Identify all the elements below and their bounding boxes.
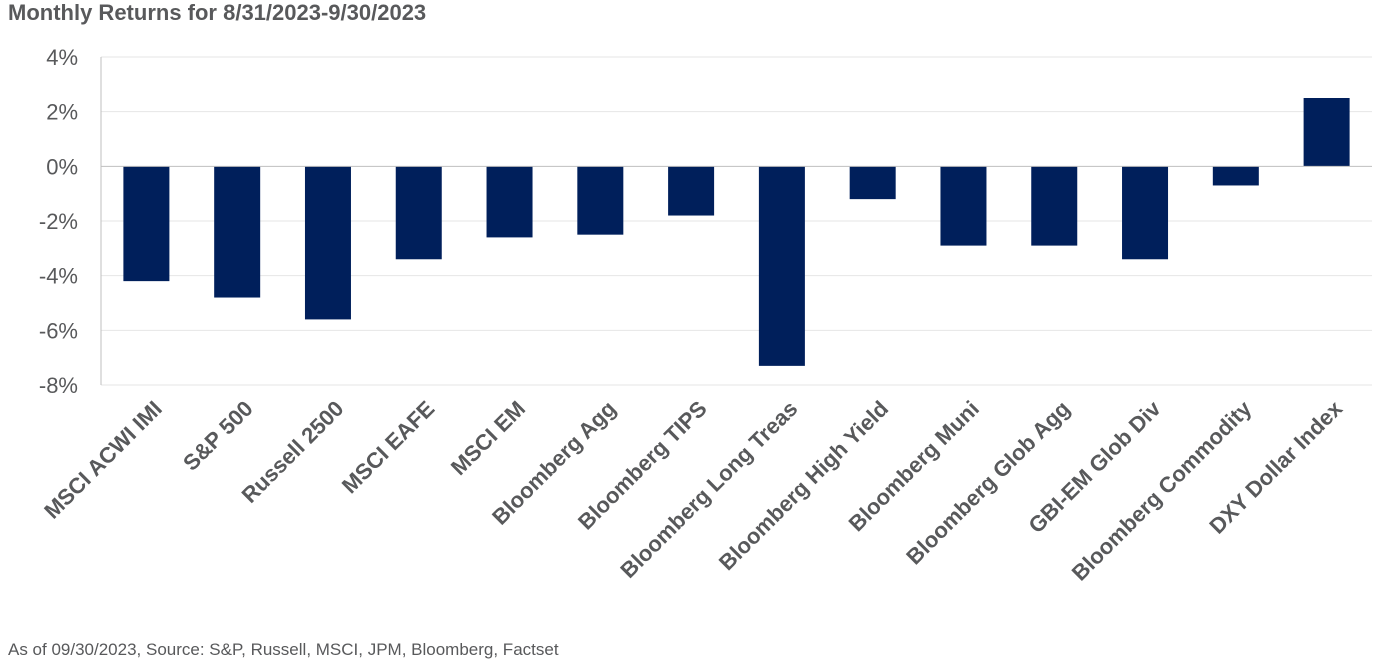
bar xyxy=(1122,166,1169,260)
y-tick-label: -2% xyxy=(39,209,78,234)
bar xyxy=(486,166,533,238)
bar xyxy=(1031,166,1078,246)
y-axis-ticks: 4% 2% 0% -2% -4% -6% -8% xyxy=(39,45,78,398)
bar xyxy=(940,166,987,246)
x-tick-label: Bloomberg Glob Agg xyxy=(901,396,1075,570)
bar xyxy=(668,166,715,216)
y-tick-label: -6% xyxy=(39,318,78,343)
bar xyxy=(849,166,896,200)
bar xyxy=(214,166,261,298)
chart-title: Monthly Returns for 8/31/2023-9/30/2023 xyxy=(8,0,427,25)
x-tick-label: S&P 500 xyxy=(178,396,258,476)
y-tick-label: -8% xyxy=(39,373,78,398)
x-tick-label: Bloomberg Commodity xyxy=(1067,395,1257,585)
source-footnote: As of 09/30/2023, Source: S&P, Russell, … xyxy=(8,640,559,659)
bar xyxy=(395,166,442,260)
y-tick-label: 0% xyxy=(46,154,78,179)
bar xyxy=(123,166,170,282)
gridlines xyxy=(101,56,1372,386)
bars xyxy=(123,98,1350,366)
axes xyxy=(100,57,1372,385)
bar xyxy=(1212,166,1259,186)
x-tick-label: MSCI EM xyxy=(446,396,530,480)
bar xyxy=(1303,98,1350,167)
bar xyxy=(304,166,351,320)
y-tick-label: 4% xyxy=(46,45,78,70)
bar xyxy=(758,166,805,366)
bar xyxy=(577,166,624,235)
x-tick-label: Bloomberg Long Treas xyxy=(615,396,802,583)
x-tick-label: MSCI ACWI IMI xyxy=(39,396,167,524)
x-tick-label: Bloomberg High Yield xyxy=(714,396,893,575)
y-tick-label: 2% xyxy=(46,100,78,125)
y-tick-label: -4% xyxy=(39,264,78,289)
x-tick-label: MSCI EAFE xyxy=(337,396,439,498)
